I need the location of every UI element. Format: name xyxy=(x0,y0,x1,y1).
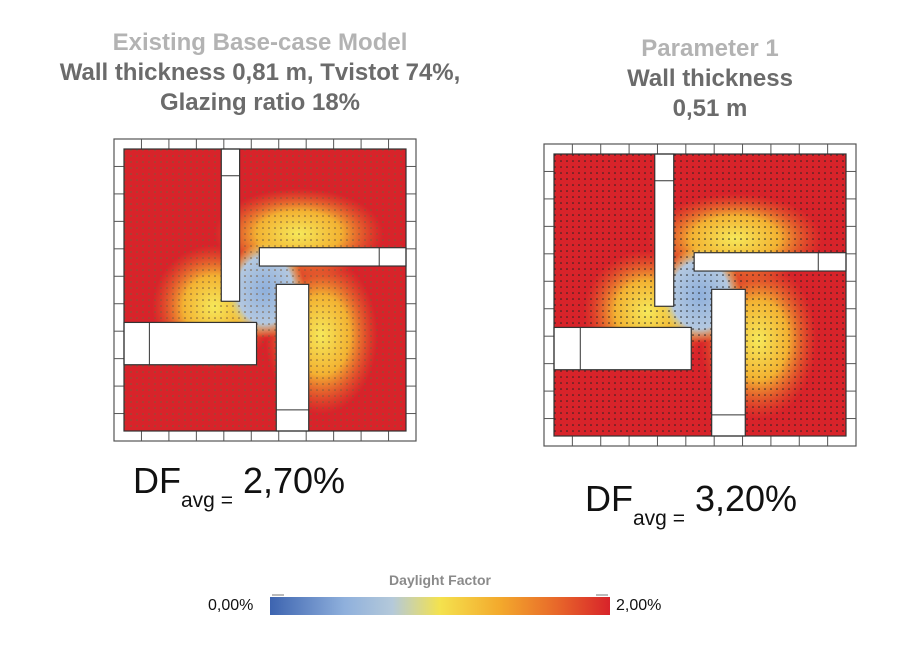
df-subscript: avg = xyxy=(633,507,685,530)
panel-2-subtitle-line-1: Wall thickness xyxy=(627,65,793,92)
interior-wall-south xyxy=(275,283,310,432)
floor-plan-heatmap-base-case xyxy=(113,138,417,442)
interior-wall-south xyxy=(711,288,746,437)
df-average-parameter-1: DFavg = 3,20% xyxy=(585,478,797,531)
legend-max-label: 2,00% xyxy=(616,597,662,614)
sensor-grid xyxy=(124,149,406,431)
df-label: DF xyxy=(585,478,633,519)
panel-1-subtitle-line-1: Wall thickness 0,81 m, Tvistot 74%, xyxy=(59,59,461,86)
df-label: DF xyxy=(133,460,181,501)
df-average-base-case: DFavg = 2,70% xyxy=(133,460,345,513)
interior-wall-north xyxy=(654,153,675,307)
interior-wall-east xyxy=(693,252,847,272)
legend-tick-min xyxy=(272,594,284,596)
legend-color-bar xyxy=(270,597,610,615)
floor-outline xyxy=(553,153,847,437)
df-subscript: avg = xyxy=(181,489,233,512)
df-value: 3,20% xyxy=(694,478,798,519)
interior-wall-west xyxy=(553,326,692,371)
interior-wall-north xyxy=(220,148,241,302)
legend-min-label: 0,00% xyxy=(208,597,254,614)
panel-2-subtitle-line-2: 0,51 m xyxy=(672,95,748,122)
panel-1-subtitle-line-2: Glazing ratio 18% xyxy=(159,89,361,116)
floor-outline xyxy=(123,148,407,432)
panel-2-heading: Parameter 1 xyxy=(641,35,779,62)
floor-plan-heatmap-parameter-1 xyxy=(543,143,857,447)
df-value: 2,70% xyxy=(242,460,346,501)
interior-wall-west xyxy=(123,321,258,366)
panel-1-title: Existing Base-case Model Wall thickness … xyxy=(0,28,520,118)
sensor-grid xyxy=(554,154,846,436)
panel-1-heading: Existing Base-case Model xyxy=(112,29,408,56)
interior-wall-east xyxy=(258,247,407,267)
legend-tick-max xyxy=(596,594,608,596)
legend-title: Daylight Factor xyxy=(389,572,491,588)
panel-2-title: Parameter 1 Wall thickness 0,51 m xyxy=(560,34,860,124)
